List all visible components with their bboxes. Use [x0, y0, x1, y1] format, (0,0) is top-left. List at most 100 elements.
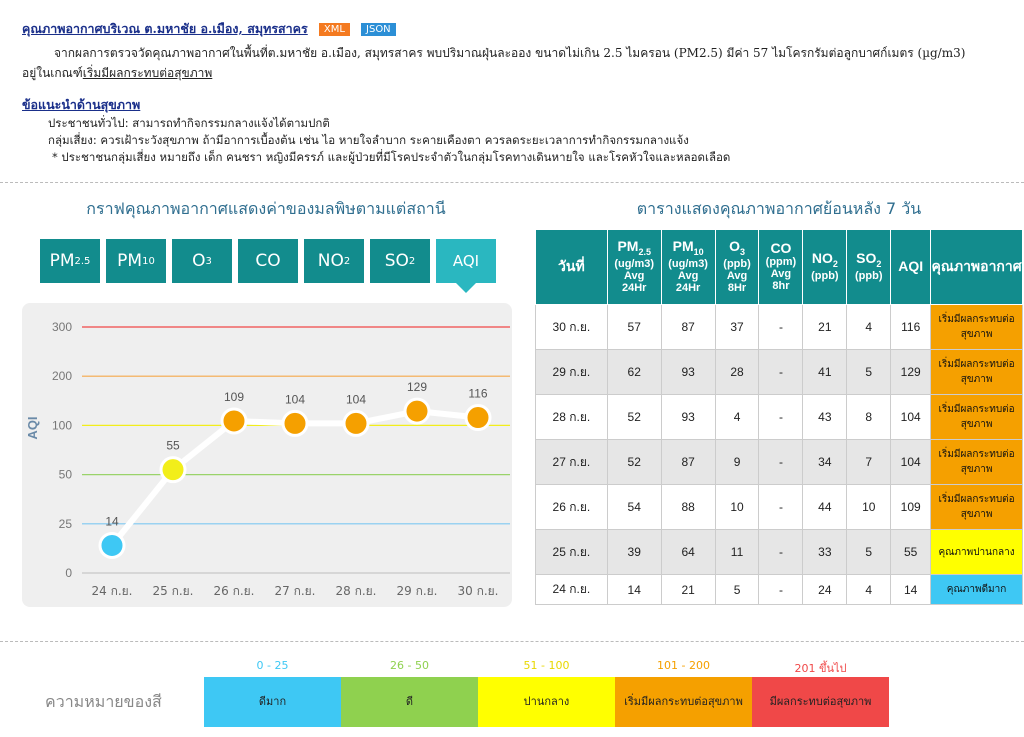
- cell-quality: เริ่มมีผลกระทบต่อสุขภาพ: [930, 439, 1023, 485]
- xml-download-button[interactable]: XML: [318, 23, 350, 36]
- y-tick-label: 25: [59, 517, 73, 531]
- summary-text: จากผลการตรวจวัดคุณภาพอากาศในพื้นที่ต.มหา…: [54, 46, 966, 60]
- divider-top: [0, 182, 1024, 183]
- json-download-button[interactable]: JSON: [361, 23, 396, 36]
- cell-aqi: 109: [890, 484, 932, 530]
- col-o3-unit: (ppb): [723, 257, 751, 270]
- cell-o3: 9: [714, 439, 760, 485]
- aqi-data-label: 55: [166, 439, 180, 453]
- cell-o3: 28: [714, 349, 760, 395]
- aqi-data-point: [98, 531, 126, 559]
- cell-no2: 24: [802, 574, 848, 605]
- col-pm25-sub: 2.5: [638, 246, 651, 257]
- col-pm25: PM2.5 (ug/m3) Avg 24Hr: [606, 229, 662, 305]
- y-axis-label: AQI: [25, 416, 40, 439]
- air-quality-header: คุณภาพอากาศบริเวณ ต.มหาชัย อ.เมือง, สมุท…: [22, 18, 1012, 166]
- cell-date: 28 ก.ย.: [535, 394, 608, 440]
- tab-o3-sub: 3: [205, 255, 212, 267]
- col-no2: NO2 (ppb): [802, 229, 848, 305]
- tab-co[interactable]: CO: [238, 239, 298, 283]
- table-row: 27 ก.ย. 52 87 9-34 7 104 เริ่มมีผลกระทบต่อสุขภ…: [535, 439, 1023, 485]
- advice-risk-group: กลุ่มเสี่ยง: ควรเฝ้าระวังสุขภาพ ถ้ามีอาก…: [48, 133, 689, 147]
- tab-no2[interactable]: NO 2: [304, 239, 364, 283]
- aqi-data-point: [281, 409, 309, 437]
- chart-title: กราฟคุณภาพอากาศแสดงค่าของมลพิษตามแต่สถาน…: [86, 199, 446, 218]
- legend-range: 0 - 25: [256, 659, 289, 672]
- y-tick-label: 0: [65, 566, 72, 580]
- page-title[interactable]: คุณภาพอากาศบริเวณ ต.มหาชัย อ.เมือง, สมุท…: [22, 21, 308, 36]
- cell-quality: เริ่มมีผลกระทบต่อสุขภาพ: [930, 394, 1023, 440]
- aqi-data-point: [220, 407, 248, 435]
- col-o3-main: O: [729, 238, 740, 255]
- tab-so2[interactable]: SO 2: [370, 239, 430, 283]
- divider-bottom: [0, 641, 1024, 642]
- history-table: วันที่ PM2.5 (ug/m3) Avg 24Hr PM10 (ug/m3) Av…: [535, 229, 1023, 605]
- tab-pm10-sub: 10: [142, 255, 155, 267]
- table-row: 30 ก.ย. 57 87 37-21 4 116 เริ่มมีผลกระทบต่อสุข…: [535, 304, 1023, 350]
- cell-no2: 44: [802, 484, 848, 530]
- color-legend-label: ความหมายของสี: [45, 692, 162, 711]
- col-pm10-unit: (ug/m3): [668, 257, 708, 270]
- cell-co: -: [758, 394, 804, 440]
- col-date: วันที่: [535, 229, 608, 305]
- cell-date: 27 ก.ย.: [535, 439, 608, 485]
- cell-date: 24 ก.ย.: [535, 574, 608, 605]
- cell-o3: 37: [714, 304, 760, 350]
- cell-pm25: 52: [606, 394, 662, 440]
- summary-level-prefix: อยู่ในเกณฑ์: [22, 66, 83, 80]
- cell-o3: 4: [714, 394, 760, 440]
- cell-co: -: [758, 439, 804, 485]
- aqi-data-point: [403, 397, 431, 425]
- col-co-main: CO: [770, 240, 792, 256]
- cell-so2: 10: [846, 484, 892, 530]
- x-tick-label: 26 ก.ย.: [213, 584, 254, 598]
- x-tick-label: 24 ก.ย.: [91, 584, 132, 598]
- tab-pm10[interactable]: PM 10: [106, 239, 166, 283]
- cell-o3: 10: [714, 484, 760, 530]
- tab-aqi-label: AQI: [452, 252, 480, 270]
- cell-no2: 43: [802, 394, 848, 440]
- cell-co: -: [758, 484, 804, 530]
- cell-pm10: 87: [660, 439, 716, 485]
- cell-no2: 33: [802, 529, 848, 575]
- col-pm25-hr: 24Hr: [621, 281, 647, 294]
- cell-quality: เริ่มมีผลกระทบต่อสุขภาพ: [930, 484, 1023, 530]
- tab-pm10-label: PM: [117, 251, 143, 271]
- cell-co: -: [758, 349, 804, 395]
- col-co-avg: Avg: [770, 268, 792, 280]
- legend-segment: ดีมาก: [204, 677, 341, 727]
- legend-range: 51 - 100: [523, 659, 570, 672]
- aqi-chart-svg: 0 25 50 100 200 300 AQI 24 ก.ย. 25 ก.ย. 26 ก.ย. 27…: [25, 320, 510, 598]
- table-row: 24 ก.ย. 14 21 5-24 4 14 คุณภาพดีมาก: [535, 574, 1023, 605]
- col-no2-main: NO: [811, 250, 833, 267]
- col-date-label: วันที่: [558, 258, 585, 274]
- cell-aqi: 104: [890, 439, 932, 485]
- col-o3-avg: Avg: [726, 269, 748, 282]
- legend-ranges: 0 - 25 26 - 50 51 - 100 101 - 200 201 ขึ้นไป: [204, 659, 889, 677]
- y-tick-label: 50: [59, 468, 73, 482]
- col-pm10-avg: Avg: [677, 269, 699, 282]
- tab-pm25-sub: 2.5: [74, 255, 91, 267]
- col-so2: SO2 (ppb): [846, 229, 892, 305]
- col-co-hr: 8hr: [772, 280, 790, 292]
- cell-pm10: 64: [660, 529, 716, 575]
- cell-aqi: 116: [890, 304, 932, 350]
- cell-co: -: [758, 529, 804, 575]
- aqi-data-point: [159, 456, 187, 484]
- tab-pm25[interactable]: PM 2.5: [40, 239, 100, 283]
- col-pm10-main: PM: [672, 238, 694, 255]
- cell-no2: 34: [802, 439, 848, 485]
- tab-aqi[interactable]: AQI: [436, 239, 496, 293]
- col-aqi: AQI: [890, 229, 932, 305]
- advice-general: ประชาชนทั่วไป: สามารถทำกิจกรรมกลางแจ้งได…: [48, 116, 330, 130]
- y-tick-label: 300: [52, 320, 72, 334]
- x-tick-label: 28 ก.ย.: [335, 584, 376, 598]
- summary-paragraph: จากผลการตรวจวัดคุณภาพอากาศในพื้นที่ต.มหา…: [22, 43, 1012, 83]
- aqi-data-point: [342, 409, 370, 437]
- cell-so2: 7: [846, 439, 892, 485]
- x-tick-label: 29 ก.ย.: [396, 584, 437, 598]
- col-pm25-avg: Avg: [624, 269, 645, 282]
- col-pm10-hr: 24Hr: [675, 281, 701, 294]
- health-advice-title: ข้อแนะนำด้านสุขภาพ: [22, 97, 141, 112]
